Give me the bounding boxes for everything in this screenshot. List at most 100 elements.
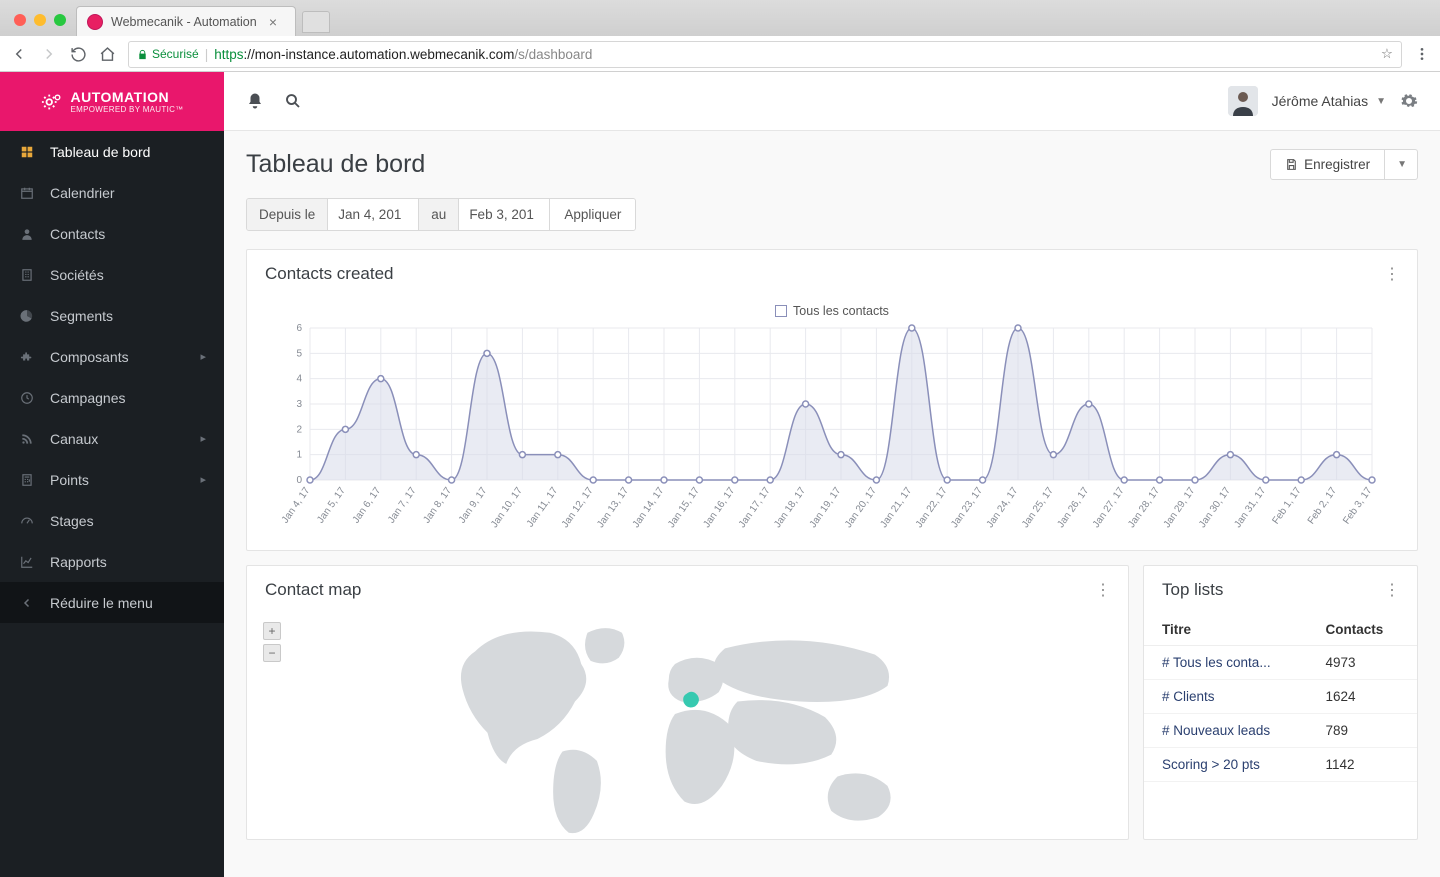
to-date-input[interactable]	[459, 199, 549, 230]
notifications-icon[interactable]	[246, 92, 264, 110]
svg-text:Jan 8, 17: Jan 8, 17	[421, 485, 454, 525]
svg-text:0: 0	[296, 475, 302, 486]
list-title-cell: # Tous les conta...	[1144, 646, 1307, 680]
browser-chrome: Webmecanik - Automation × Sécurisé | htt…	[0, 0, 1440, 72]
save-dropdown-button[interactable]: ▼	[1385, 149, 1418, 180]
svg-text:Jan 23, 17: Jan 23, 17	[949, 485, 985, 530]
svg-text:Jan 30, 17: Jan 30, 17	[1197, 485, 1233, 530]
svg-text:4: 4	[296, 374, 302, 385]
svg-text:Jan 5, 17: Jan 5, 17	[315, 485, 348, 525]
card-menu-icon[interactable]: ⋮	[1095, 580, 1110, 600]
svg-text:Jan 21, 17: Jan 21, 17	[878, 485, 914, 530]
window-minimize-icon[interactable]	[34, 14, 46, 26]
table-header-contacts: Contacts	[1307, 614, 1417, 646]
page-title: Tableau de bord	[246, 150, 425, 179]
sidebar-item-user[interactable]: Contacts	[0, 213, 224, 254]
sidebar-item-label: Segments	[50, 308, 113, 324]
svg-text:Jan 24, 17: Jan 24, 17	[985, 485, 1021, 530]
search-icon[interactable]	[284, 92, 302, 110]
browser-menu-icon[interactable]	[1414, 46, 1430, 62]
top-lists-title: Top lists	[1162, 580, 1223, 600]
browser-tab[interactable]: Webmecanik - Automation ×	[76, 6, 296, 36]
svg-text:Jan 12, 17: Jan 12, 17	[560, 485, 596, 530]
from-date-input[interactable]	[328, 199, 418, 230]
to-label: au	[418, 199, 459, 230]
map-zoom-out-button[interactable]: −	[263, 644, 281, 662]
svg-text:5: 5	[296, 348, 302, 359]
sidebar-item-grid[interactable]: Tableau de bord	[0, 131, 224, 172]
rss-icon	[18, 432, 36, 446]
table-row: # Clients1624	[1144, 680, 1417, 714]
list-link[interactable]: # Tous les conta...	[1162, 655, 1271, 670]
bookmark-icon[interactable]: ☆	[1381, 46, 1393, 62]
sidebar-item-tach[interactable]: Stages	[0, 500, 224, 541]
chevron-down-icon: ▼	[1397, 159, 1407, 170]
svg-text:Jan 18, 17: Jan 18, 17	[772, 485, 808, 530]
svg-text:Jan 27, 17: Jan 27, 17	[1091, 485, 1127, 530]
forward-button[interactable]	[40, 45, 58, 63]
avatar[interactable]	[1228, 86, 1258, 116]
header-actions: Enregistrer ▼	[1270, 149, 1418, 180]
svg-text:Jan 16, 17: Jan 16, 17	[701, 485, 737, 530]
table-row: Scoring > 20 pts1142	[1144, 748, 1417, 782]
topbar: Jérôme Atahias ▼	[224, 72, 1440, 131]
tab-title: Webmecanik - Automation	[111, 15, 257, 29]
legend-label: Tous les contacts	[793, 304, 889, 318]
sidebar-item-office[interactable]: Sociétés	[0, 254, 224, 295]
new-tab-button[interactable]	[302, 11, 330, 33]
save-button[interactable]: Enregistrer	[1270, 149, 1385, 180]
save-label: Enregistrer	[1304, 157, 1370, 172]
reload-button[interactable]	[70, 46, 87, 63]
sidebar-item-label: Points	[50, 472, 89, 488]
tach-icon	[18, 514, 36, 528]
back-button[interactable]	[10, 45, 28, 63]
brand-name: AUTOMATION	[71, 89, 170, 105]
list-link[interactable]: Scoring > 20 pts	[1162, 757, 1260, 772]
brand-logo[interactable]: AUTOMATION EMPOWERED BY MAUTIC™	[0, 72, 224, 131]
home-button[interactable]	[99, 46, 116, 63]
list-link[interactable]: # Nouveaux leads	[1162, 723, 1270, 738]
svg-text:3: 3	[296, 399, 302, 410]
svg-text:Jan 22, 17: Jan 22, 17	[914, 485, 950, 530]
sidebar-item-label: Campagnes	[50, 390, 126, 406]
sidebar-item-calc[interactable]: Points▸	[0, 459, 224, 500]
tab-close-icon[interactable]: ×	[269, 14, 277, 30]
map-zoom-in-button[interactable]: +	[263, 622, 281, 640]
sidebar-item-label: Rapports	[50, 554, 107, 570]
grid-icon	[18, 145, 36, 159]
brand-gear-icon	[41, 91, 63, 113]
svg-text:Jan 14, 17: Jan 14, 17	[631, 485, 667, 530]
sidebar-item-rss[interactable]: Canaux▸	[0, 418, 224, 459]
secure-label: Sécurisé	[152, 47, 199, 61]
table-row: # Tous les conta...4973	[1144, 646, 1417, 680]
user-menu[interactable]: Jérôme Atahias ▼	[1272, 93, 1386, 109]
list-title-cell: # Nouveaux leads	[1144, 714, 1307, 748]
world-map[interactable]	[257, 614, 1118, 839]
settings-icon[interactable]	[1400, 92, 1418, 110]
chevron-right-icon: ▸	[200, 350, 206, 363]
browser-toolbar: Sécurisé | https://mon-instance.automati…	[0, 36, 1440, 72]
sidebar-item-calendar[interactable]: Calendrier	[0, 172, 224, 213]
svg-text:Jan 13, 17: Jan 13, 17	[595, 485, 631, 530]
sidebar-item-clock[interactable]: Campagnes	[0, 377, 224, 418]
address-bar[interactable]: Sécurisé | https://mon-instance.automati…	[128, 41, 1402, 68]
apply-button[interactable]: Appliquer	[549, 199, 635, 230]
sidebar-item-pie[interactable]: Segments	[0, 295, 224, 336]
card-menu-icon[interactable]: ⋮	[1384, 580, 1399, 600]
brand-subtitle: EMPOWERED BY MAUTIC™	[71, 105, 184, 114]
top-lists-table: Titre Contacts # Tous les conta...4973# …	[1144, 614, 1417, 782]
window-close-icon[interactable]	[14, 14, 26, 26]
contacts-chart-title: Contacts created	[265, 264, 394, 284]
window-zoom-icon[interactable]	[54, 14, 66, 26]
svg-text:Jan 9, 17: Jan 9, 17	[457, 485, 490, 525]
card-menu-icon[interactable]: ⋮	[1384, 264, 1399, 284]
sidebar-item-label: Canaux	[50, 431, 98, 447]
list-link[interactable]: # Clients	[1162, 689, 1215, 704]
chart-legend[interactable]: Tous les contacts	[261, 298, 1403, 322]
svg-text:Jan 7, 17: Jan 7, 17	[386, 485, 419, 525]
svg-text:Jan 29, 17: Jan 29, 17	[1162, 485, 1198, 530]
sidebar-item-puzzle[interactable]: Composants▸	[0, 336, 224, 377]
sidebar-item-chart[interactable]: Rapports	[0, 541, 224, 582]
sidebar-collapse-button[interactable]: Réduire le menu	[0, 582, 224, 623]
top-lists-card: Top lists ⋮ Titre Contacts # Tous les co…	[1143, 565, 1418, 840]
